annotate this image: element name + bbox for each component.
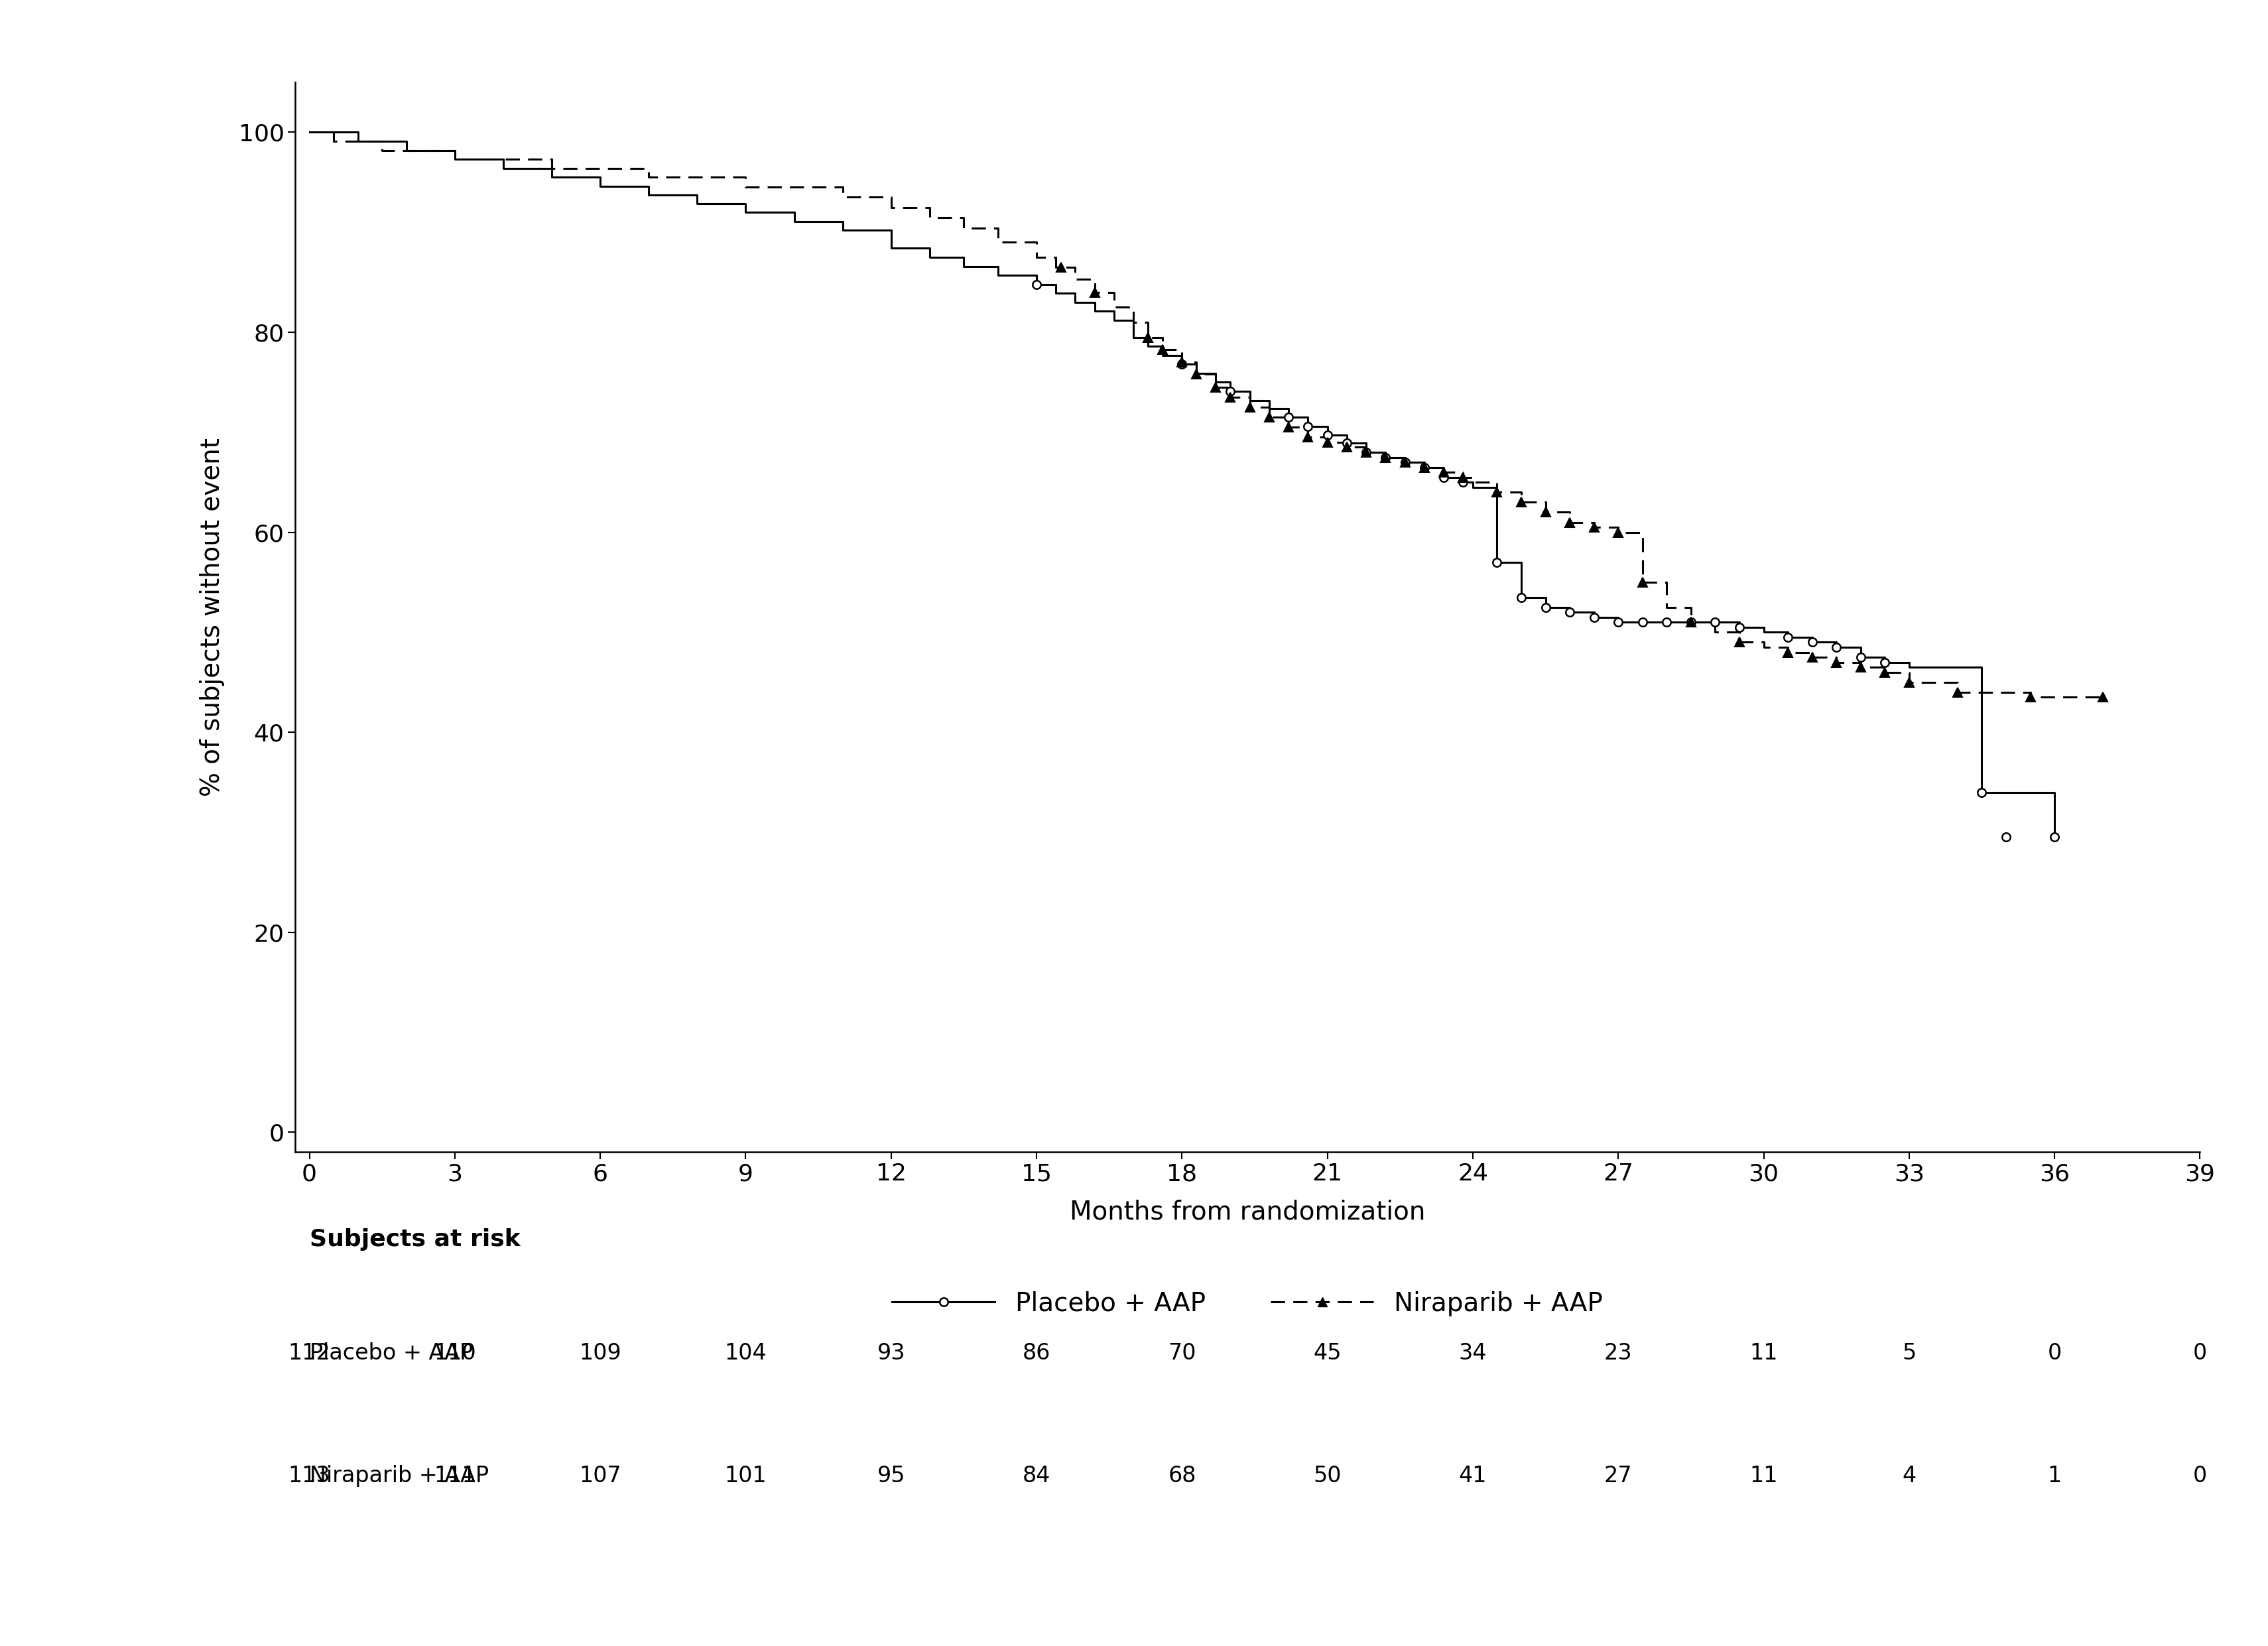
Text: 93: 93 <box>878 1341 905 1365</box>
Text: 27: 27 <box>1603 1465 1633 1486</box>
Text: 86: 86 <box>1023 1341 1050 1365</box>
Text: 113: 113 <box>288 1465 331 1486</box>
Text: 1: 1 <box>2048 1465 2062 1486</box>
X-axis label: Months from randomization: Months from randomization <box>1070 1200 1424 1225</box>
Text: 110: 110 <box>433 1341 476 1365</box>
Legend: Placebo + AAP, Niraparib + AAP: Placebo + AAP, Niraparib + AAP <box>882 1281 1613 1327</box>
Text: 4: 4 <box>1903 1465 1916 1486</box>
Text: Niraparib + AAP: Niraparib + AAP <box>308 1465 488 1486</box>
Text: 101: 101 <box>723 1465 767 1486</box>
Text: 112: 112 <box>288 1341 331 1365</box>
Text: Subjects at risk: Subjects at risk <box>308 1228 519 1251</box>
Text: 0: 0 <box>2193 1465 2207 1486</box>
Text: 107: 107 <box>578 1465 621 1486</box>
Text: 95: 95 <box>878 1465 905 1486</box>
Text: 111: 111 <box>433 1465 476 1486</box>
Text: 5: 5 <box>1903 1341 1916 1365</box>
Text: 41: 41 <box>1458 1465 1488 1486</box>
Text: 68: 68 <box>1168 1465 1195 1486</box>
Text: Placebo + AAP: Placebo + AAP <box>308 1341 472 1365</box>
Text: 23: 23 <box>1603 1341 1633 1365</box>
Text: 109: 109 <box>578 1341 621 1365</box>
Text: 70: 70 <box>1168 1341 1195 1365</box>
Text: 50: 50 <box>1313 1465 1340 1486</box>
Y-axis label: % of subjects without event: % of subjects without event <box>200 438 225 797</box>
Text: 0: 0 <box>2193 1341 2207 1365</box>
Text: 0: 0 <box>2048 1341 2062 1365</box>
Text: 84: 84 <box>1023 1465 1050 1486</box>
Text: 45: 45 <box>1313 1341 1340 1365</box>
Text: 34: 34 <box>1458 1341 1488 1365</box>
Text: 11: 11 <box>1749 1465 1778 1486</box>
Text: 11: 11 <box>1749 1341 1778 1365</box>
Text: 104: 104 <box>723 1341 767 1365</box>
